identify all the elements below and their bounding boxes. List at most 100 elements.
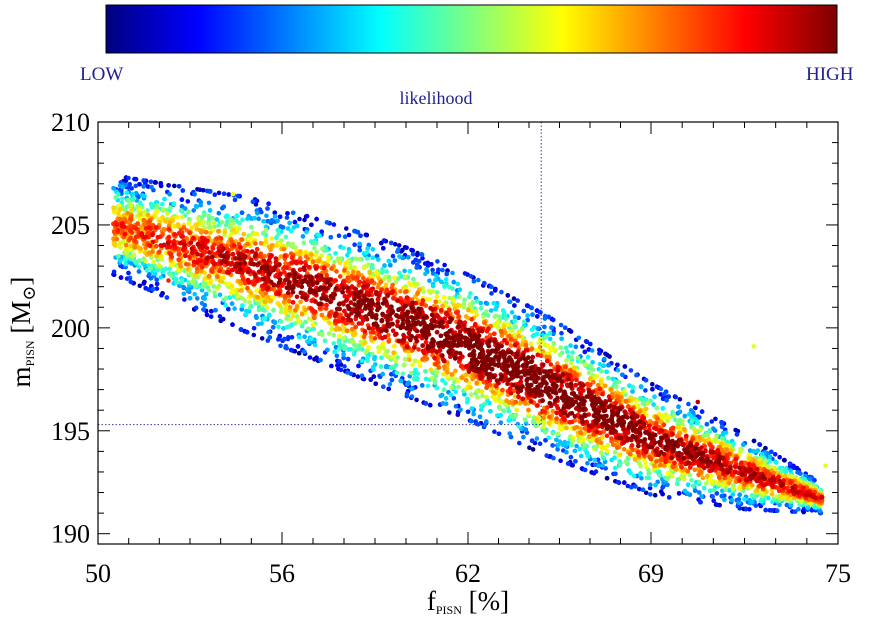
- scatter-point: [195, 216, 201, 221]
- scatter-point: [128, 279, 134, 285]
- scatter-point: [320, 246, 325, 252]
- scatter-point: [114, 236, 120, 242]
- scatter-point: [335, 363, 340, 368]
- scatter-point: [628, 368, 634, 373]
- scatter-point: [217, 292, 223, 298]
- scatter-point: [164, 295, 170, 300]
- scatter-point: [704, 421, 710, 427]
- scatter-point: [719, 424, 725, 430]
- scatter-point: [670, 409, 675, 415]
- scatter-point: [117, 241, 123, 246]
- scatter-point: [365, 358, 370, 364]
- scatter-point: [450, 270, 455, 276]
- scatter-point: [328, 235, 334, 240]
- scatter-point: [637, 471, 643, 477]
- scatter-point: [284, 345, 289, 351]
- scatter-point: [549, 347, 554, 353]
- scatter-point: [342, 364, 347, 369]
- scatter-point: [127, 182, 132, 187]
- scatter-point: [726, 480, 732, 486]
- scatter-point: [676, 404, 681, 410]
- scatter-point: [658, 386, 664, 392]
- scatter-point: [512, 314, 518, 320]
- scatter-point: [111, 205, 117, 211]
- scatter-point: [792, 509, 798, 514]
- scatter-point: [604, 369, 609, 375]
- scatter-point: [113, 195, 118, 200]
- scatter-point: [630, 389, 635, 394]
- scatter-point: [130, 191, 136, 197]
- scatter-point: [425, 263, 431, 268]
- scatter-point: [747, 507, 752, 512]
- scatter-point: [149, 184, 154, 190]
- scatter-point: [507, 299, 513, 305]
- scatter-point: [578, 430, 584, 436]
- scatter-point: [363, 340, 368, 345]
- scatter-point: [754, 448, 760, 454]
- scatter-point: [217, 314, 223, 319]
- scatter-point: [297, 335, 302, 340]
- scatter-point: [577, 446, 582, 452]
- scatter-point: [337, 326, 343, 332]
- scatter-point: [516, 333, 521, 339]
- scatter-point: [457, 287, 463, 293]
- scatter-point: [396, 243, 402, 248]
- scatter-point: [374, 253, 380, 259]
- scatter-point: [398, 289, 403, 294]
- scatter-point: [226, 192, 232, 197]
- scatter-point: [136, 206, 142, 212]
- scatter-point: [305, 339, 310, 344]
- scatter-point: [669, 473, 675, 479]
- scatter-point: [215, 274, 220, 279]
- scatter-point: [444, 271, 450, 277]
- scatter-point: [251, 325, 257, 331]
- scatter-point: [643, 388, 648, 393]
- scatter-point: [682, 488, 688, 494]
- scatter-point: [258, 241, 264, 246]
- scatter-point: [380, 341, 386, 346]
- scatter-point: [714, 502, 720, 508]
- scatter-point: [413, 367, 418, 373]
- scatter-point: [161, 207, 166, 212]
- scatter-point: [310, 259, 316, 265]
- scatter-point: [423, 401, 429, 406]
- scatter-point: [434, 290, 440, 295]
- scatter-point: [185, 209, 191, 215]
- scatter-point: [769, 508, 774, 513]
- scatter-point: [132, 259, 138, 265]
- scatter-point: [634, 398, 640, 403]
- scatter-point: [692, 467, 698, 473]
- scatter-point: [484, 309, 489, 315]
- scatter-point: [206, 221, 211, 227]
- scatter-point: [313, 252, 319, 258]
- scatter-point: [664, 418, 670, 424]
- scatter-point: [612, 455, 617, 461]
- scatter-point: [430, 271, 436, 276]
- scatter-point: [730, 486, 736, 492]
- scatter-point: [704, 481, 709, 486]
- scatter-point: [665, 482, 670, 488]
- scatter-point: [497, 406, 503, 411]
- scatter-point: [537, 344, 543, 350]
- scatter-point: [741, 442, 746, 447]
- scatter-point: [685, 482, 691, 488]
- scatter-point: [208, 280, 213, 286]
- scatter-point: [617, 452, 623, 457]
- scatter-point: [199, 301, 205, 306]
- scatter-point: [211, 220, 217, 226]
- scatter-point: [213, 307, 218, 313]
- scatter-point: [395, 247, 401, 252]
- scatter-point: [381, 246, 386, 251]
- scatter-point: [451, 396, 457, 401]
- scatter-point: [650, 381, 655, 387]
- scatter-point: [428, 367, 434, 373]
- scatter-point: [644, 465, 649, 470]
- scatter-point: [763, 507, 768, 513]
- scatter-point: [369, 265, 375, 271]
- scatter-point: [547, 330, 553, 336]
- scatter-point: [337, 260, 343, 266]
- scatter-point: [612, 465, 618, 471]
- scatter-point: [284, 324, 290, 330]
- scatter-point: [402, 268, 407, 274]
- scatter-point: [698, 427, 703, 433]
